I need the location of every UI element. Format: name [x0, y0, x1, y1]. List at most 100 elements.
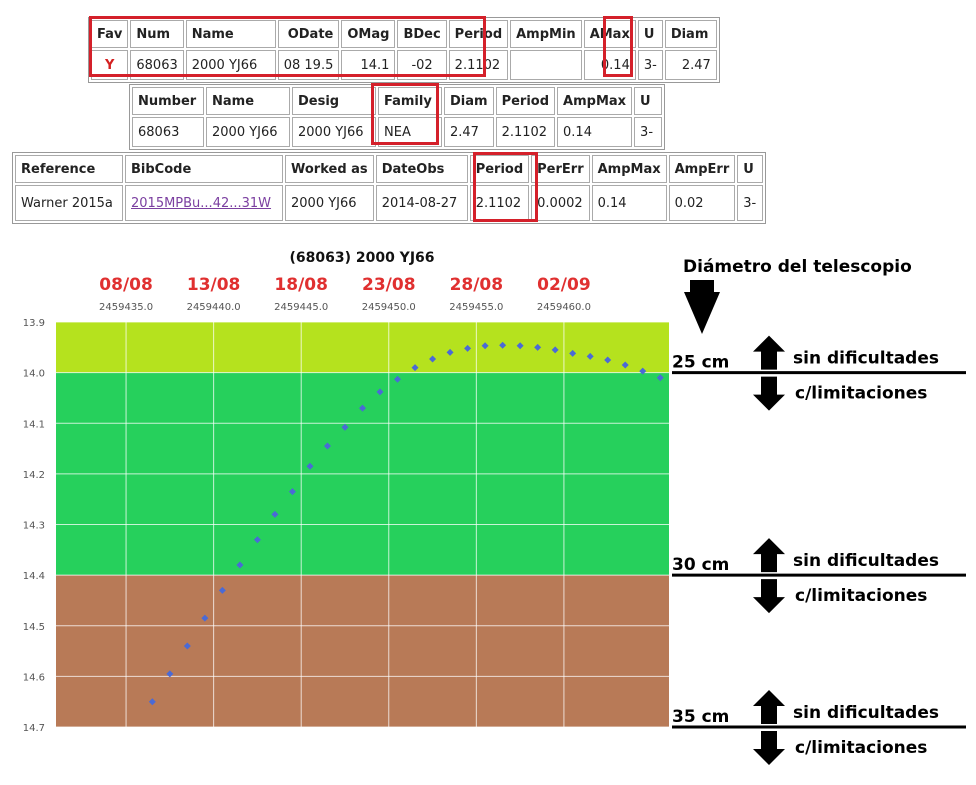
reference-cell: Warner 2015a	[15, 185, 123, 221]
data-point	[604, 356, 612, 364]
col-header-diam[interactable]: Diam	[444, 87, 494, 115]
table-header-row: Number Name Desig Family Diam Period Amp…	[132, 87, 663, 115]
col-header-period[interactable]: Period	[495, 87, 556, 115]
data-point	[499, 341, 507, 349]
amax-cell: 0.14	[583, 50, 636, 80]
number-cell: 68063	[132, 117, 204, 147]
data-point	[359, 404, 366, 412]
data-point	[656, 374, 664, 382]
worked-as-cell: 2000 YJ66	[285, 185, 374, 221]
col-header-period[interactable]: Period	[448, 20, 509, 48]
col-header-number[interactable]: Number	[132, 87, 204, 115]
data-point	[411, 364, 419, 372]
up-arrow-icon	[753, 538, 785, 573]
telescope-size-label: 25 cm	[672, 353, 729, 373]
down-arrow-icon	[753, 376, 785, 411]
data-point	[534, 343, 542, 351]
col-header-ampmax[interactable]: AmpMax	[557, 87, 633, 115]
diam-cell: 2.47	[664, 50, 717, 80]
col-header-ampmax[interactable]: AmpMax	[591, 155, 667, 183]
col-header-num[interactable]: Num	[130, 20, 184, 48]
magnitude-band	[56, 322, 669, 373]
data-point	[639, 367, 647, 375]
reference-table: Reference BibCode Worked as DateObs Peri…	[12, 152, 767, 224]
data-point	[253, 536, 261, 544]
y-tick-label: 14.3	[23, 521, 45, 532]
pererr-cell: 0.0002	[531, 185, 590, 221]
data-point	[569, 349, 577, 357]
col-header-omag[interactable]: OMag	[341, 20, 396, 48]
u-cell: 3-	[637, 50, 663, 80]
col-header-diam[interactable]: Diam	[664, 20, 717, 48]
col-header-u[interactable]: U	[737, 155, 764, 183]
x-date-label: 23/08	[362, 275, 416, 295]
asteroid-details-table: Number Name Desig Family Diam Period Amp…	[129, 84, 666, 150]
x-date-label: 02/09	[537, 275, 591, 295]
col-header-period[interactable]: Period	[469, 155, 530, 183]
col-header-name[interactable]: Name	[206, 87, 290, 115]
magnitude-bands	[56, 322, 669, 727]
x-date-label: 08/08	[99, 275, 153, 295]
data-point	[218, 586, 226, 594]
y-tick-label: 14.7	[23, 723, 45, 734]
table-header-row: Fav Num Name ODate OMag BDec Period AmpM…	[91, 20, 717, 48]
x-axis-labels: 08/08 2459435.0 13/08 2459440.0 18/08 2459445…	[99, 275, 591, 313]
data-point	[148, 698, 156, 706]
col-header-dateobs[interactable]: DateObs	[375, 155, 468, 183]
bibcode-link[interactable]: 2015MPBu...42...31W	[125, 185, 283, 221]
col-header-pererr[interactable]: PerErr	[531, 155, 590, 183]
ampmax-cell: 0.14	[591, 185, 667, 221]
fav-cell[interactable]: Y	[91, 50, 129, 80]
period-cell: 2.1102	[495, 117, 556, 147]
col-header-bibcode[interactable]: BibCode	[125, 155, 283, 183]
data-point	[166, 670, 174, 678]
easy-label: sin dificultades	[793, 703, 939, 723]
x-tick-label: 2459445.0	[274, 302, 328, 313]
col-header-ampmin[interactable]: AmpMin	[510, 20, 582, 48]
col-header-amperr[interactable]: AmpErr	[668, 155, 736, 183]
x-tick-label: 2459455.0	[449, 302, 503, 313]
data-point	[516, 342, 524, 350]
ampmin-cell	[510, 50, 582, 80]
easy-label: sin dificultades	[793, 551, 939, 571]
ampmax-cell: 0.14	[557, 117, 633, 147]
col-header-name[interactable]: Name	[185, 20, 276, 48]
col-header-reference[interactable]: Reference	[15, 155, 123, 183]
diam-cell: 2.47	[444, 117, 494, 147]
easy-label: sin dificultades	[793, 349, 939, 369]
name-cell: 2000 YJ66	[185, 50, 276, 80]
chart-grid	[56, 321, 669, 728]
y-tick-label: 14.6	[23, 672, 45, 683]
data-point	[586, 352, 594, 360]
data-points	[148, 341, 664, 706]
data-point	[183, 642, 191, 650]
col-header-amax[interactable]: AMax	[583, 20, 636, 48]
asteroid-summary-table: Fav Num Name ODate OMag BDec Period AmpM…	[88, 17, 720, 83]
odate-cell: 08 19.5	[277, 50, 340, 80]
period-cell: 2.1102	[469, 185, 530, 221]
y-tick-label: 14.5	[23, 622, 45, 633]
magnitude-band	[56, 372, 669, 576]
u-cell: 3-	[634, 117, 663, 147]
num-cell: 68063	[130, 50, 184, 80]
telescope-size-label: 30 cm	[672, 555, 729, 575]
col-header-worked-as[interactable]: Worked as	[285, 155, 374, 183]
col-header-fav[interactable]: Fav	[91, 20, 129, 48]
col-header-odate[interactable]: ODate	[277, 20, 340, 48]
col-header-desig[interactable]: Desig	[292, 87, 376, 115]
x-tick-label: 2459450.0	[362, 302, 416, 313]
col-header-family[interactable]: Family	[378, 87, 442, 115]
name-cell: 2000 YJ66	[206, 117, 290, 147]
up-arrow-icon	[753, 335, 785, 370]
col-header-bdec[interactable]: BDec	[397, 20, 447, 48]
col-header-u[interactable]: U	[634, 87, 663, 115]
data-point	[306, 462, 314, 470]
col-header-u[interactable]: U	[637, 20, 663, 48]
table-row: Y 68063 2000 YJ66 08 19.5 14.1 -02 2.110…	[91, 50, 717, 80]
bdec-cell: -02	[397, 50, 447, 80]
data-point	[323, 442, 331, 450]
data-point	[621, 361, 629, 369]
x-tick-label: 2459435.0	[99, 302, 153, 313]
data-point	[236, 561, 244, 569]
desig-cell: 2000 YJ66	[292, 117, 376, 147]
